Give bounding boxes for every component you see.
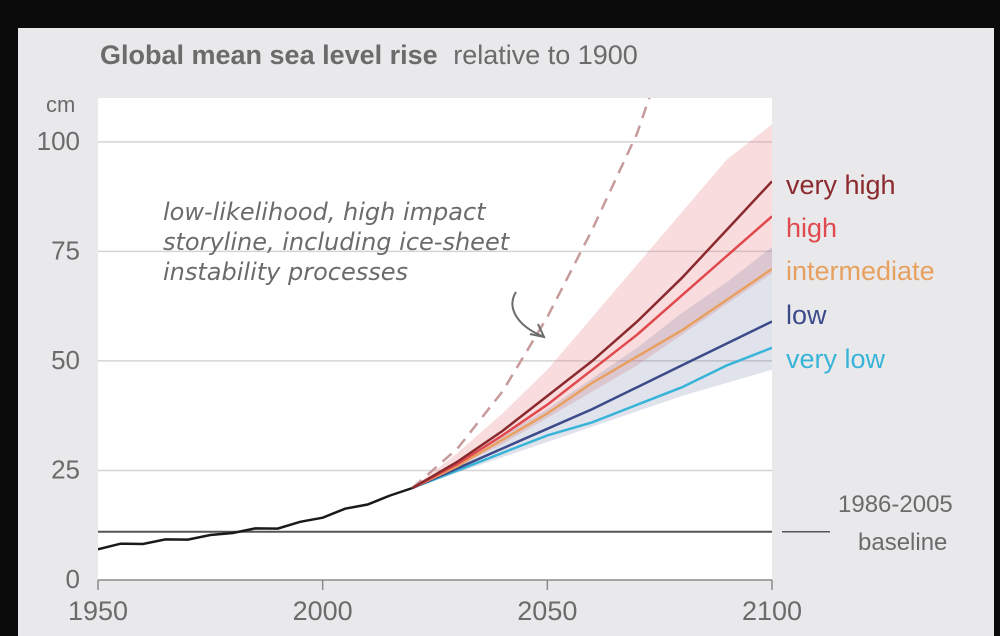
uncertainty-band: [412, 124, 772, 489]
legend-label: very high: [786, 170, 896, 200]
y-tick-label: 50: [51, 345, 80, 375]
annotation-line-1: low-likelihood, high impact: [163, 198, 487, 226]
plot-area: [98, 98, 772, 580]
annotation-line-2: storyline, including ice-sheet: [163, 228, 511, 256]
y-axis-unit: cm: [46, 92, 75, 117]
uncertainty-band: [412, 247, 772, 488]
legend: very high high intermediate low very low: [786, 170, 935, 374]
annotation-line-3: instability processes: [163, 258, 408, 286]
grid-lines: [98, 141, 772, 472]
series-line: [411, 320, 772, 490]
series-line: [411, 180, 772, 490]
legend-label: intermediate: [786, 256, 935, 286]
annotation-arrowhead-icon: [529, 323, 546, 339]
chart-subtitle: relative to 1900: [453, 40, 638, 70]
annotation-arrow: [511, 291, 543, 337]
series-lines: [98, 98, 772, 551]
series-line: [411, 215, 772, 490]
uncertainty-bands: [412, 124, 772, 489]
legend-label: very low: [786, 344, 886, 374]
legend-label: high: [786, 213, 837, 243]
series-line: [411, 267, 772, 490]
axes: [97, 579, 773, 590]
chart-frame: Global mean sea level rise relative to 1…: [18, 28, 994, 636]
y-tick-label: 75: [51, 235, 80, 265]
observed-line: [98, 486, 413, 551]
y-tick-label: 25: [51, 454, 80, 484]
legend-label: low: [786, 300, 827, 330]
sea-level-chart: Global mean sea level rise relative to 1…: [37, 40, 953, 626]
chart-title: Global mean sea level rise: [100, 40, 438, 70]
x-tick-label: 2100: [742, 596, 802, 626]
y-tick-label: 0: [66, 564, 80, 594]
storyline-dashed-line: [411, 98, 651, 489]
y-tick-label: 100: [37, 126, 80, 156]
series-line: [412, 346, 772, 490]
x-tick-label: 1950: [68, 596, 128, 626]
chart-title-line: Global mean sea level rise relative to 1…: [100, 40, 638, 70]
baseline-label-line-1: 1986-2005: [838, 491, 953, 518]
x-tick-label: 2000: [293, 596, 353, 626]
storyline-annotation: low-likelihood, high impact storyline, i…: [163, 198, 546, 339]
baseline-label-line-2: baseline: [858, 529, 947, 556]
x-tick-label: 2050: [517, 596, 577, 626]
tick-labels: 0 25 50 75 100 1950 2000 2050 2100: [37, 126, 802, 626]
